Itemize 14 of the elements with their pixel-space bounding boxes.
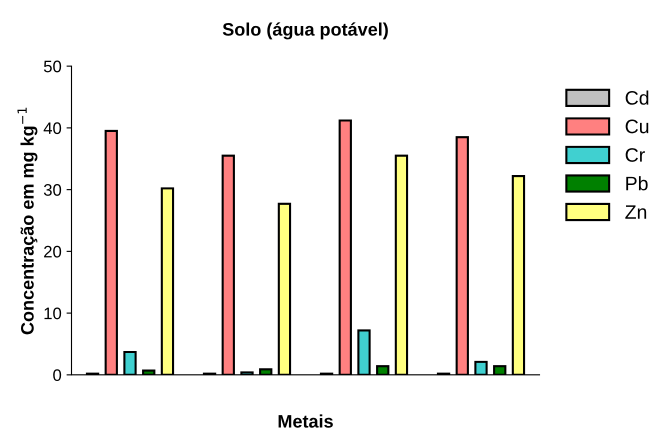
y-tick-label: 50 xyxy=(44,60,62,72)
legend-label: Cu xyxy=(626,120,648,134)
legend-label: Cr xyxy=(626,148,645,162)
y-tick-label: 0 xyxy=(53,369,62,382)
legend-label: Pb xyxy=(626,176,648,190)
legend-label: Zn xyxy=(625,205,646,219)
legend-label: Cd xyxy=(626,90,648,105)
y-tick-label: 40 xyxy=(44,122,62,134)
x-axis-title: Metais xyxy=(278,414,333,428)
y-tick-label: 20 xyxy=(44,246,62,258)
y-tick-label: 30 xyxy=(44,184,62,196)
y-tick-label: 10 xyxy=(44,308,62,320)
chart-title: Solo (água potável) xyxy=(222,22,388,40)
y-axis-title: Concentração em mg kg$^{−1}$ xyxy=(17,108,38,334)
